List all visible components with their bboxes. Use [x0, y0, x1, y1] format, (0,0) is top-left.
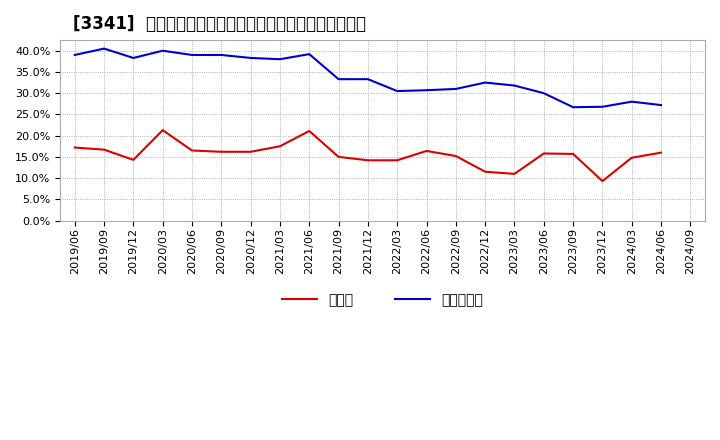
- 現適金: [276, 143, 284, 149]
- 現適金: [100, 147, 109, 152]
- 有利子負債: [188, 52, 197, 58]
- 現適金: [217, 149, 225, 154]
- 有利子負債: [217, 52, 225, 58]
- 現適金: [569, 151, 577, 157]
- 有利子負債: [334, 77, 343, 82]
- 有利子負債: [598, 104, 607, 110]
- 有利子負債: [158, 48, 167, 53]
- 現適金: [451, 154, 460, 159]
- 有利子負債: [71, 52, 79, 58]
- 現適金: [305, 128, 314, 134]
- Line: 現適金: 現適金: [75, 130, 661, 181]
- 有利子負債: [305, 51, 314, 57]
- 有利子負債: [657, 103, 665, 108]
- 現適金: [188, 148, 197, 153]
- 現適金: [627, 155, 636, 160]
- Legend: 現適金, 有利子負債: 現適金, 有利子負債: [282, 293, 482, 308]
- 有利子負債: [246, 55, 255, 61]
- Text: [3341]  現適金、有利子負債の総資産に対する比率の推移: [3341] 現適金、有利子負債の総資産に対する比率の推移: [73, 15, 366, 33]
- 有利子負債: [276, 57, 284, 62]
- 有利子負債: [422, 88, 431, 93]
- 有利子負債: [569, 105, 577, 110]
- 現適金: [158, 128, 167, 133]
- Line: 有利子負債: 有利子負債: [75, 48, 661, 107]
- 現適金: [129, 157, 138, 162]
- 現適金: [422, 148, 431, 154]
- 現適金: [246, 149, 255, 154]
- 現適金: [71, 145, 79, 150]
- 現適金: [364, 158, 372, 163]
- 現適金: [539, 151, 548, 156]
- 現適金: [510, 171, 519, 176]
- 有利子負債: [393, 88, 402, 94]
- 有利子負債: [129, 55, 138, 61]
- 現適金: [481, 169, 490, 174]
- 現適金: [393, 158, 402, 163]
- 有利子負債: [627, 99, 636, 104]
- 現適金: [334, 154, 343, 160]
- 有利子負債: [539, 91, 548, 96]
- 現適金: [598, 179, 607, 184]
- 有利子負債: [100, 46, 109, 51]
- 有利子負債: [481, 80, 490, 85]
- 有利子負債: [510, 83, 519, 88]
- 現適金: [657, 150, 665, 155]
- 有利子負債: [451, 86, 460, 92]
- 有利子負債: [364, 77, 372, 82]
